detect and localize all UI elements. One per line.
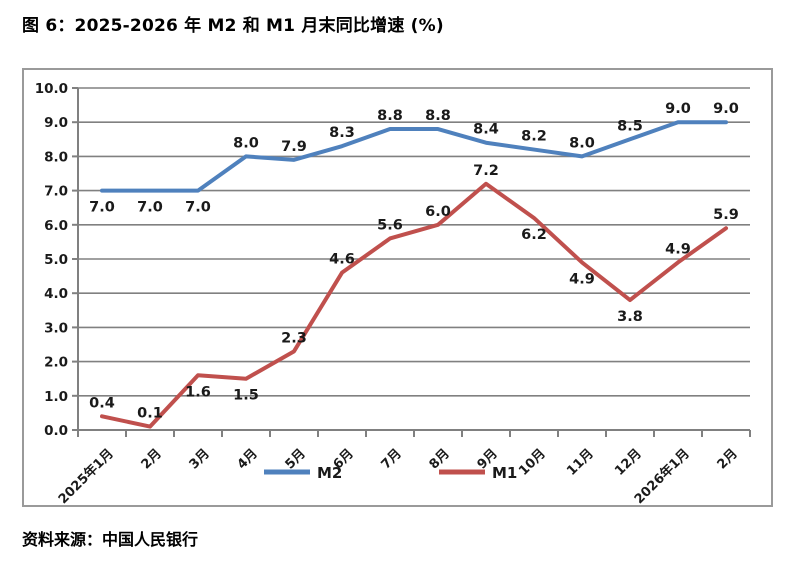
y-tick-label: 1.0 — [44, 389, 68, 405]
x-tick-label: 2025年1月 — [55, 446, 117, 505]
m2-data-label: 8.8 — [377, 108, 403, 124]
m1-data-label: 4.6 — [329, 252, 355, 268]
m2-data-label: 8.2 — [521, 129, 547, 145]
y-tick-label: 3.0 — [44, 320, 68, 336]
x-tick-label: 4月 — [235, 446, 261, 472]
legend-label-m1: M1 — [492, 464, 517, 482]
m1-data-label: 3.8 — [617, 309, 643, 325]
m2-data-label: 8.3 — [329, 125, 355, 141]
m1-data-label: 7.2 — [473, 163, 499, 179]
y-tick-label: 5.0 — [44, 252, 68, 268]
m1-data-label: 0.1 — [137, 406, 163, 422]
x-tick-label: 12月 — [612, 446, 645, 479]
x-tick-label: 5月 — [283, 446, 309, 472]
chart-svg: 0.0 1.0 2.0 3.0 4.0 5.0 6.0 7.0 8.0 9.0 10.0 2025年1… — [35, 81, 751, 505]
y-tick-label: 8.0 — [44, 149, 68, 165]
chart-title: 图 6：2025-2026 年 M2 和 M1 月末同比增速 (%) — [22, 16, 444, 36]
m1-data-label: 4.9 — [665, 241, 691, 257]
x-tick-label: 10月 — [516, 446, 549, 479]
y-tick-label: 6.0 — [44, 218, 68, 234]
m2-data-label: 8.5 — [617, 118, 643, 134]
x-tick-label: 3月 — [187, 446, 213, 472]
x-tick-label: 7月 — [379, 446, 405, 472]
m2-data-label: 9.0 — [713, 101, 739, 117]
m1-line — [100, 181, 728, 429]
m2-data-label: 8.0 — [569, 135, 595, 151]
m1-data-label: 6.0 — [425, 204, 451, 220]
y-tick-label: 0.0 — [44, 423, 68, 439]
y-tick-label: 9.0 — [44, 115, 68, 131]
m1-data-label: 1.5 — [233, 388, 259, 404]
y-tick-label: 2.0 — [44, 355, 68, 371]
m2-line — [100, 120, 728, 193]
m2-data-label: 7.0 — [185, 200, 211, 216]
y-tick-label: 10.0 — [35, 81, 68, 97]
m1-data-label: 1.6 — [185, 384, 211, 400]
m2-data-label: 7.9 — [281, 139, 307, 155]
m1-data-label: 0.4 — [89, 395, 115, 411]
m1-data-label: 2.3 — [281, 330, 307, 346]
x-tick-label: 11月 — [564, 446, 597, 479]
source-note: 资料来源：中国人民银行 — [22, 530, 199, 549]
legend-label-m2: M2 — [317, 464, 342, 482]
m2-data-label: 8.4 — [473, 122, 499, 138]
m1-data-label: 6.2 — [521, 227, 547, 243]
m2-data-label: 9.0 — [665, 101, 691, 117]
y-tick-label: 7.0 — [44, 184, 68, 200]
chart-frame: 0.0 1.0 2.0 3.0 4.0 5.0 6.0 7.0 8.0 9.0 10.0 2025年1… — [22, 68, 773, 507]
m2-data-label: 8.8 — [425, 108, 451, 124]
m2-data-label: 7.0 — [89, 200, 115, 216]
x-tick-label: 2月 — [139, 446, 165, 472]
y-tick-label: 4.0 — [44, 286, 68, 302]
x-tick-label: 2月 — [715, 446, 741, 472]
m1-data-label: 5.6 — [377, 217, 403, 233]
m1-data-label: 5.9 — [713, 207, 739, 223]
m2-data-label: 8.0 — [233, 135, 259, 151]
x-tick-label: 8月 — [427, 446, 453, 472]
m1-data-label: 4.9 — [569, 271, 595, 287]
m2-data-label: 7.0 — [137, 200, 163, 216]
